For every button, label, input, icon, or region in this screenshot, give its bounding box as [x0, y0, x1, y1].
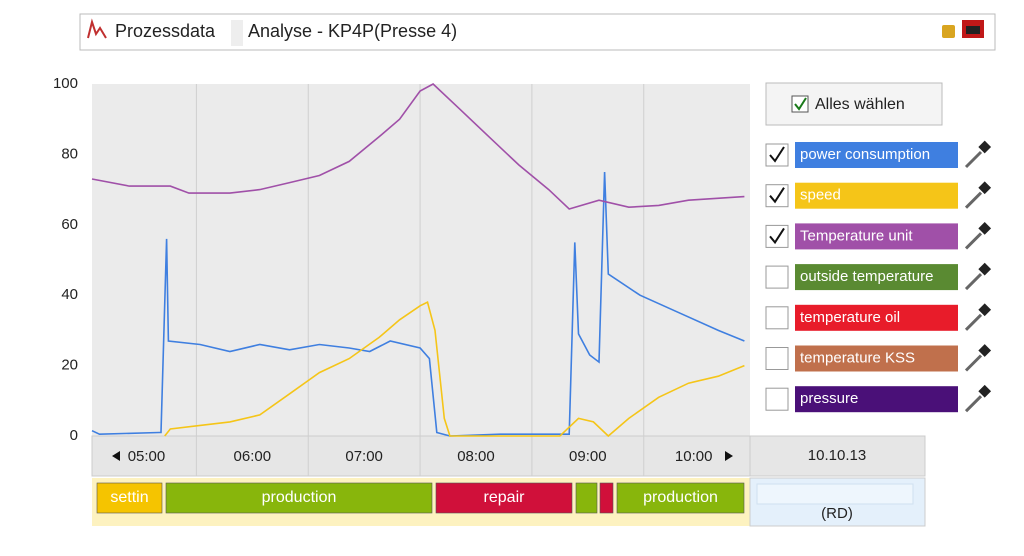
x-tick-label: 10:00 — [675, 448, 713, 465]
status-segment[interactable] — [575, 482, 598, 514]
legend-label: outside temperature — [800, 268, 933, 285]
legend-swatch — [795, 386, 958, 413]
header-title: Analyse - KP4P(Presse 4) — [248, 21, 457, 41]
header-title: Prozessdata — [115, 21, 216, 41]
series-line — [91, 83, 745, 210]
legend-swatch — [795, 345, 958, 372]
operator-input[interactable] — [756, 483, 914, 505]
legend-checkbox[interactable] — [765, 184, 789, 208]
time-axis — [91, 435, 751, 477]
legend-checkbox[interactable] — [765, 224, 789, 248]
select-all-check — [794, 97, 807, 111]
header-bar — [79, 13, 996, 51]
app-icon — [87, 18, 107, 39]
legend-checkbox[interactable] — [765, 387, 789, 411]
legend-swatch — [795, 304, 958, 331]
series-line — [164, 301, 745, 438]
status-segment[interactable] — [96, 482, 163, 514]
y-tick-label: 0 — [70, 427, 78, 444]
date-label: 10.10.13 — [808, 447, 866, 464]
x-tick-label: 05:00 — [128, 448, 166, 465]
status-label: repair — [484, 489, 526, 506]
color-picker-head — [978, 181, 992, 195]
color-picker[interactable] — [964, 395, 983, 413]
color-picker-head — [978, 222, 992, 235]
color-picker-head — [978, 262, 992, 276]
legend-check — [769, 187, 785, 204]
legend-check — [769, 227, 785, 245]
legend-swatch — [795, 223, 958, 250]
status-segment[interactable] — [435, 482, 573, 514]
legend-label: pressure — [800, 390, 858, 407]
legend-label: speed — [800, 187, 841, 204]
color-picker[interactable] — [964, 273, 983, 291]
color-picker[interactable] — [964, 232, 983, 250]
color-picker[interactable] — [964, 150, 983, 169]
status-segment[interactable] — [616, 482, 745, 514]
x-tick-label: 07:00 — [345, 448, 383, 465]
legend-label: temperature KSS — [800, 349, 915, 366]
y-tick-label: 80 — [61, 145, 78, 162]
legend-check — [769, 146, 785, 163]
legend-swatch — [795, 264, 958, 291]
date-cell — [749, 435, 926, 477]
scroll-left[interactable] — [112, 451, 120, 461]
plot-area — [92, 84, 750, 436]
operator-label: (RD) — [821, 505, 853, 522]
y-tick-label: 40 — [61, 286, 78, 303]
x-tick-label: 08:00 — [457, 448, 495, 465]
legend-checkbox[interactable] — [765, 347, 789, 370]
y-tick-label: 60 — [61, 216, 78, 233]
status-label: settin — [110, 489, 148, 506]
legend-label: temperature oil — [800, 309, 900, 326]
x-tick-label: 09:00 — [569, 448, 607, 465]
legend-label: power consumption — [800, 146, 930, 163]
flag-icon-inner — [966, 26, 980, 34]
scroll-right[interactable] — [725, 451, 733, 461]
legend-swatch — [795, 182, 958, 209]
series-line — [91, 171, 745, 437]
header-gap — [231, 20, 243, 46]
color-picker-head — [978, 344, 992, 357]
color-picker-head — [978, 303, 992, 317]
color-picker-head — [978, 384, 992, 398]
status-segment[interactable] — [599, 482, 614, 514]
legend-label: Temperature unit — [800, 227, 913, 244]
legend-checkbox[interactable] — [765, 306, 789, 330]
status-label: production — [643, 489, 718, 506]
y-tick-label: 20 — [61, 357, 78, 374]
status-segment[interactable] — [165, 482, 433, 514]
status-label: production — [262, 489, 337, 506]
legend-swatch — [795, 142, 958, 168]
color-picker-head — [978, 140, 992, 154]
color-picker[interactable] — [964, 313, 983, 331]
select-all-label: Alles wählen — [815, 96, 905, 113]
y-tick-label: 100 — [53, 75, 78, 92]
legend-checkbox[interactable] — [765, 265, 789, 289]
lock-icon[interactable] — [942, 25, 955, 38]
color-picker[interactable] — [964, 191, 983, 209]
color-picker[interactable] — [964, 354, 983, 372]
x-tick-label: 06:00 — [234, 448, 272, 465]
legend-checkbox[interactable] — [765, 143, 789, 167]
